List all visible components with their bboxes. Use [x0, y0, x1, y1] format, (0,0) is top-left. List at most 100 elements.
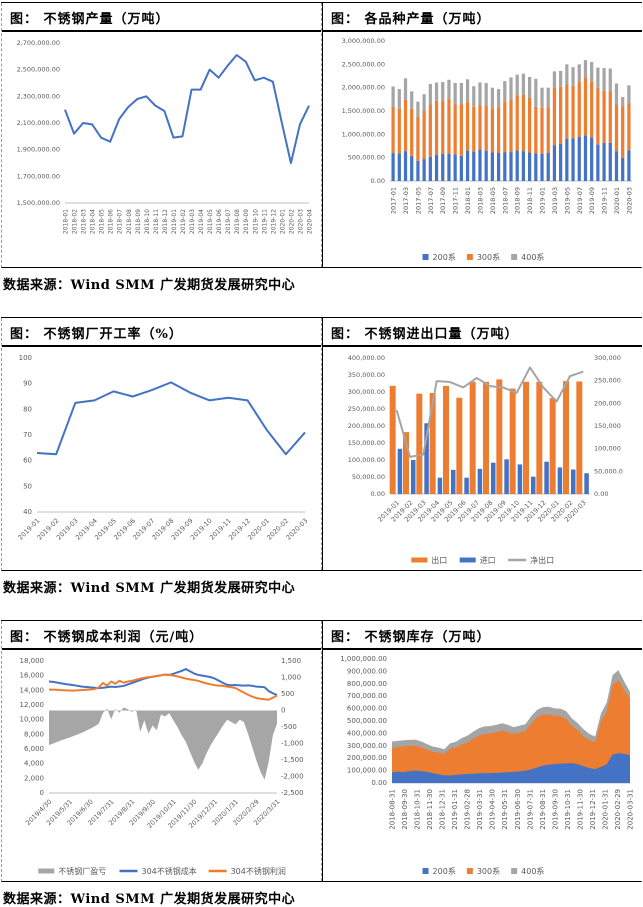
svg-text:2019-01-31: 2019-01-31 [451, 789, 459, 830]
svg-text:0.00: 0.00 [371, 177, 385, 185]
svg-text:100,000: 100,000 [594, 445, 621, 453]
svg-text:2018-11-30: 2018-11-30 [426, 789, 434, 830]
svg-text:2,000,000.00: 2,000,000.00 [342, 84, 385, 92]
svg-text:1,500: 1,500 [281, 657, 301, 665]
svg-text:2020-01-31: 2020-01-31 [601, 789, 609, 830]
chart-title-production-by-grade: 图： 各品种产量（万吨） [323, 3, 642, 32]
svg-text:400系: 400系 [521, 866, 544, 876]
svg-text:-1,000: -1,000 [281, 740, 304, 748]
svg-text:2018-12: 2018-12 [162, 209, 169, 234]
svg-text:2,100,000.00: 2,100,000.00 [17, 119, 60, 127]
svg-text:2019-07: 2019-07 [576, 187, 584, 214]
svg-text:200,000.00: 200,000.00 [348, 422, 385, 430]
svg-text:900,000.00: 900,000.00 [347, 667, 387, 675]
svg-text:16,000: 16,000 [20, 672, 45, 680]
svg-text:2020-02-29: 2020-02-29 [614, 789, 622, 830]
svg-text:1,000: 1,000 [281, 674, 301, 682]
svg-text:2019-11-30: 2019-11-30 [576, 789, 584, 830]
svg-text:2019-05-31: 2019-05-31 [501, 789, 509, 830]
source-line: 数据来源：Wind SMM 广发期货发展研究中心 [3, 278, 296, 293]
svg-text:2019-09-30: 2019-09-30 [551, 789, 559, 830]
chart-inventory-area: 0.00 100,000.00 200,000.00 300,000.00 400,00… [323, 650, 642, 881]
svg-text:2,000: 2,000 [24, 774, 44, 782]
svg-text:2018-09: 2018-09 [135, 209, 142, 234]
svg-text:2018-09: 2018-09 [514, 187, 522, 214]
svg-text:400系: 400系 [521, 252, 544, 262]
svg-text:250,000: 250,000 [594, 377, 621, 385]
svg-text:300系: 300系 [477, 252, 500, 262]
svg-text:0.00: 0.00 [371, 779, 387, 787]
svg-text:2019-07: 2019-07 [225, 209, 232, 234]
svg-text:净出口: 净出口 [530, 555, 554, 565]
svg-text:-1,500: -1,500 [281, 756, 304, 764]
svg-text:2019-12: 2019-12 [270, 209, 277, 234]
chart-title-operating-rate: 图： 不锈钢厂开工率（%） [2, 318, 321, 347]
svg-text:500: 500 [281, 690, 294, 698]
svg-text:2019-06: 2019-06 [216, 209, 223, 234]
svg-text:2019-03-31: 2019-03-31 [476, 789, 484, 830]
svg-text:2018-01: 2018-01 [63, 209, 70, 234]
svg-text:2020-03: 2020-03 [297, 209, 304, 234]
svg-text:250,000.00: 250,000.00 [348, 405, 385, 413]
svg-text:1,900,000.00: 1,900,000.00 [17, 146, 60, 154]
svg-text:2018-07: 2018-07 [117, 209, 124, 234]
svg-text:50,000.00: 50,000.00 [352, 473, 385, 481]
svg-text:2019-05: 2019-05 [207, 209, 214, 234]
svg-text:300,000: 300,000 [594, 354, 621, 362]
panel-cost-profit: 图： 不锈钢成本利润（元/吨） 0 2,000 4,000 6,000 8,000 10,… [2, 621, 322, 881]
svg-text:2018-12-31: 2018-12-31 [439, 789, 447, 830]
svg-text:2,700,000.00: 2,700,000.00 [17, 39, 60, 47]
svg-text:0.00: 0.00 [371, 490, 385, 498]
svg-text:100: 100 [19, 354, 32, 362]
svg-text:2018-05: 2018-05 [489, 187, 497, 214]
svg-text:2,300,000.00: 2,300,000.00 [17, 92, 60, 100]
svg-text:700,000.00: 700,000.00 [347, 692, 387, 700]
svg-text:150,000.00: 150,000.00 [348, 439, 385, 447]
svg-text:2,500,000.00: 2,500,000.00 [342, 60, 385, 68]
svg-text:2019-06-30: 2019-06-30 [514, 789, 522, 830]
svg-text:2020-01: 2020-01 [613, 187, 621, 214]
svg-text:300,000.00: 300,000.00 [347, 742, 387, 750]
svg-text:500,000.00: 500,000.00 [348, 154, 385, 162]
svg-text:18,000: 18,000 [20, 657, 45, 665]
chart-cost-profit-combo: 0 2,000 4,000 6,000 8,000 10,000 12,000 14,000 1… [2, 650, 321, 881]
svg-text:90: 90 [23, 380, 32, 388]
chart-title-production: 图： 不锈钢产量（万吨） [2, 3, 321, 32]
svg-text:6,000: 6,000 [24, 745, 44, 753]
svg-text:0: 0 [281, 707, 285, 715]
svg-text:200,000.00: 200,000.00 [347, 754, 387, 762]
svg-text:200系: 200系 [433, 866, 456, 876]
svg-text:2019-04: 2019-04 [198, 209, 205, 234]
svg-text:100,000.00: 100,000.00 [347, 767, 387, 775]
svg-text:0.00: 0.00 [594, 490, 608, 498]
svg-text:10,000: 10,000 [20, 716, 45, 724]
svg-text:2017-01: 2017-01 [390, 187, 398, 214]
svg-text:-2,500: -2,500 [281, 789, 304, 797]
svg-text:80: 80 [23, 405, 32, 413]
svg-text:8,000: 8,000 [24, 730, 44, 738]
svg-text:2018-08-31: 2018-08-31 [389, 789, 397, 830]
svg-text:14,000: 14,000 [20, 686, 45, 694]
svg-text:1,500,000.00: 1,500,000.00 [342, 107, 385, 115]
svg-text:2020-02: 2020-02 [288, 209, 295, 234]
svg-text:2018-06: 2018-06 [108, 209, 115, 234]
svg-text:2019-08-31: 2019-08-31 [539, 789, 547, 830]
svg-text:2018-10-31: 2018-10-31 [414, 789, 422, 830]
svg-text:2018-05: 2018-05 [99, 209, 106, 234]
panel-operating-rate: 图： 不锈钢厂开工率（%） 40 50 60 70 80 90 100 2019-01 2019… [2, 318, 322, 570]
svg-text:0: 0 [40, 789, 44, 797]
chart-title-inventory: 图： 不锈钢库存（万吨） [323, 621, 642, 650]
svg-text:2020-01: 2020-01 [279, 209, 286, 234]
svg-text:2019-10-31: 2019-10-31 [564, 789, 572, 830]
svg-text:2018-11: 2018-11 [526, 187, 534, 214]
svg-text:300系: 300系 [477, 866, 500, 876]
svg-text:2019-01: 2019-01 [539, 187, 547, 214]
svg-text:2019-07-31: 2019-07-31 [526, 789, 534, 830]
svg-text:不锈钢厂盈亏: 不锈钢厂盈亏 [58, 866, 106, 876]
svg-text:1,000,000.00: 1,000,000.00 [342, 130, 385, 138]
svg-text:-2,000: -2,000 [281, 773, 304, 781]
svg-text:2019-09: 2019-09 [588, 187, 596, 214]
svg-text:50,000.0: 50,000.0 [594, 467, 623, 475]
svg-text:2017-07: 2017-07 [427, 187, 435, 214]
svg-text:2020-04: 2020-04 [307, 209, 314, 234]
